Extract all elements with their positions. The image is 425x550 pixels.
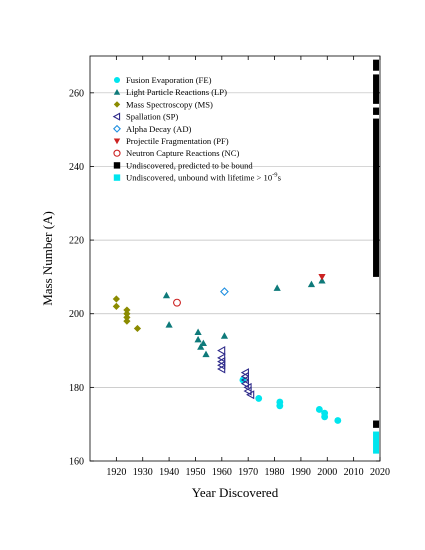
axis-ticks: 160 180 200 220 240 260 1920 1930 1940 1950 1960 19… — [69, 56, 390, 478]
data-point-series-1 — [194, 335, 202, 343]
data-point-series-2 — [112, 302, 120, 310]
legend: Fusion Evaporation (FE) Light Particle Re… — [112, 75, 282, 183]
data-point-series-3 — [217, 346, 226, 356]
data-point-series-2 — [112, 295, 120, 303]
data-point-series-1 — [197, 343, 205, 350]
data-point-series-2 — [133, 324, 142, 333]
data-point-series-2 — [123, 313, 131, 322]
x-tick-label: 1980 — [265, 467, 285, 478]
legend-label-0: Fusion Evaporation (FE) — [126, 75, 212, 85]
legend-label-7: Undiscovered, predicted to be bound — [126, 160, 253, 170]
data-point-series-0 — [255, 394, 263, 402]
data-point-series-3 — [246, 390, 255, 400]
data-point-series-2 — [123, 310, 131, 318]
data-point-series-2 — [123, 317, 131, 325]
plot-frame — [89, 55, 381, 462]
data-point-series-6 — [173, 298, 181, 307]
y-tick-label: 220 — [69, 236, 84, 247]
data-point-series-0 — [334, 417, 342, 424]
data-point-series-1 — [202, 350, 210, 358]
legend-label-3: Spallation (SP) — [126, 112, 178, 122]
x-tick-label: 1990 — [291, 467, 311, 478]
legend-label-1: Light Particle Reactions (LP) — [126, 87, 227, 97]
data-point-series-1 — [162, 291, 171, 299]
legend-marker-6 — [113, 149, 121, 157]
legend-marker-3 — [112, 112, 121, 121]
undiscovered-bar-series-7 — [373, 118, 380, 277]
data-point-series-1 — [273, 284, 281, 291]
x-tick-label: 1960 — [212, 467, 232, 478]
data-point-series-3 — [217, 364, 226, 374]
y-tick-label: 200 — [69, 309, 84, 320]
x-tick-label: 1950 — [185, 467, 205, 478]
data-point-series-1 — [194, 328, 202, 336]
data-point-series-1 — [199, 339, 207, 347]
legend-label-8: Undiscovered, unbound with lifetime > 10… — [126, 172, 282, 183]
undiscovered-bar-series-7 — [373, 107, 380, 115]
y-tick-label: 180 — [69, 383, 84, 394]
data-point-series-0 — [321, 413, 329, 421]
y-tick-label: 160 — [69, 457, 84, 468]
undiscovered-bar-series-7 — [373, 74, 380, 104]
data-point-series-0 — [276, 402, 284, 410]
data-point-series-3 — [243, 386, 252, 396]
data-point-series-1 — [307, 280, 316, 288]
legend-label-5: Projectile Fragmentation (PF) — [126, 136, 229, 146]
data-point-series-5 — [318, 274, 326, 281]
legend-marker-1 — [113, 89, 121, 95]
data-point-series-4 — [220, 287, 229, 297]
legend-marker-7 — [113, 162, 121, 169]
data-point-series-1 — [165, 321, 173, 328]
undiscovered-bar-series-7 — [373, 59, 380, 71]
x-tick-label: 2010 — [344, 467, 364, 478]
undiscovered-bar-series-8 — [373, 431, 380, 454]
x-tick-label: 1940 — [159, 467, 179, 478]
x-axis-title: Year Discovered — [192, 485, 279, 500]
undiscovered-bar-series-7 — [373, 420, 380, 428]
x-tick-label: 1930 — [133, 467, 153, 478]
legend-marker-5 — [113, 138, 121, 145]
legend-label-4: Alpha Decay (AD) — [126, 124, 192, 134]
data-point-series-2 — [123, 306, 131, 314]
data-points — [112, 274, 342, 424]
legend-marker-4 — [113, 124, 121, 133]
legend-label-2: Mass Spectroscopy (MS) — [126, 99, 213, 109]
x-tick-label: 1970 — [238, 467, 258, 478]
x-tick-label: 1920 — [106, 467, 126, 478]
y-axis-title: Mass Number (A) — [40, 211, 55, 306]
undiscovered-bars — [373, 59, 380, 454]
legend-marker-2 — [113, 101, 121, 108]
legend-marker-8 — [113, 174, 121, 181]
x-tick-label: 2020 — [370, 467, 390, 478]
data-point-series-3 — [240, 379, 249, 389]
x-tick-label: 2000 — [317, 467, 337, 478]
y-tick-label: 260 — [69, 88, 84, 99]
legend-marker-0 — [113, 76, 121, 84]
data-point-series-1 — [220, 332, 229, 339]
data-point-series-0 — [315, 406, 323, 413]
grid — [90, 92, 380, 388]
y-tick-label: 240 — [69, 162, 84, 173]
legend-label-6: Neutron Capture Reactions (NC) — [126, 148, 239, 158]
